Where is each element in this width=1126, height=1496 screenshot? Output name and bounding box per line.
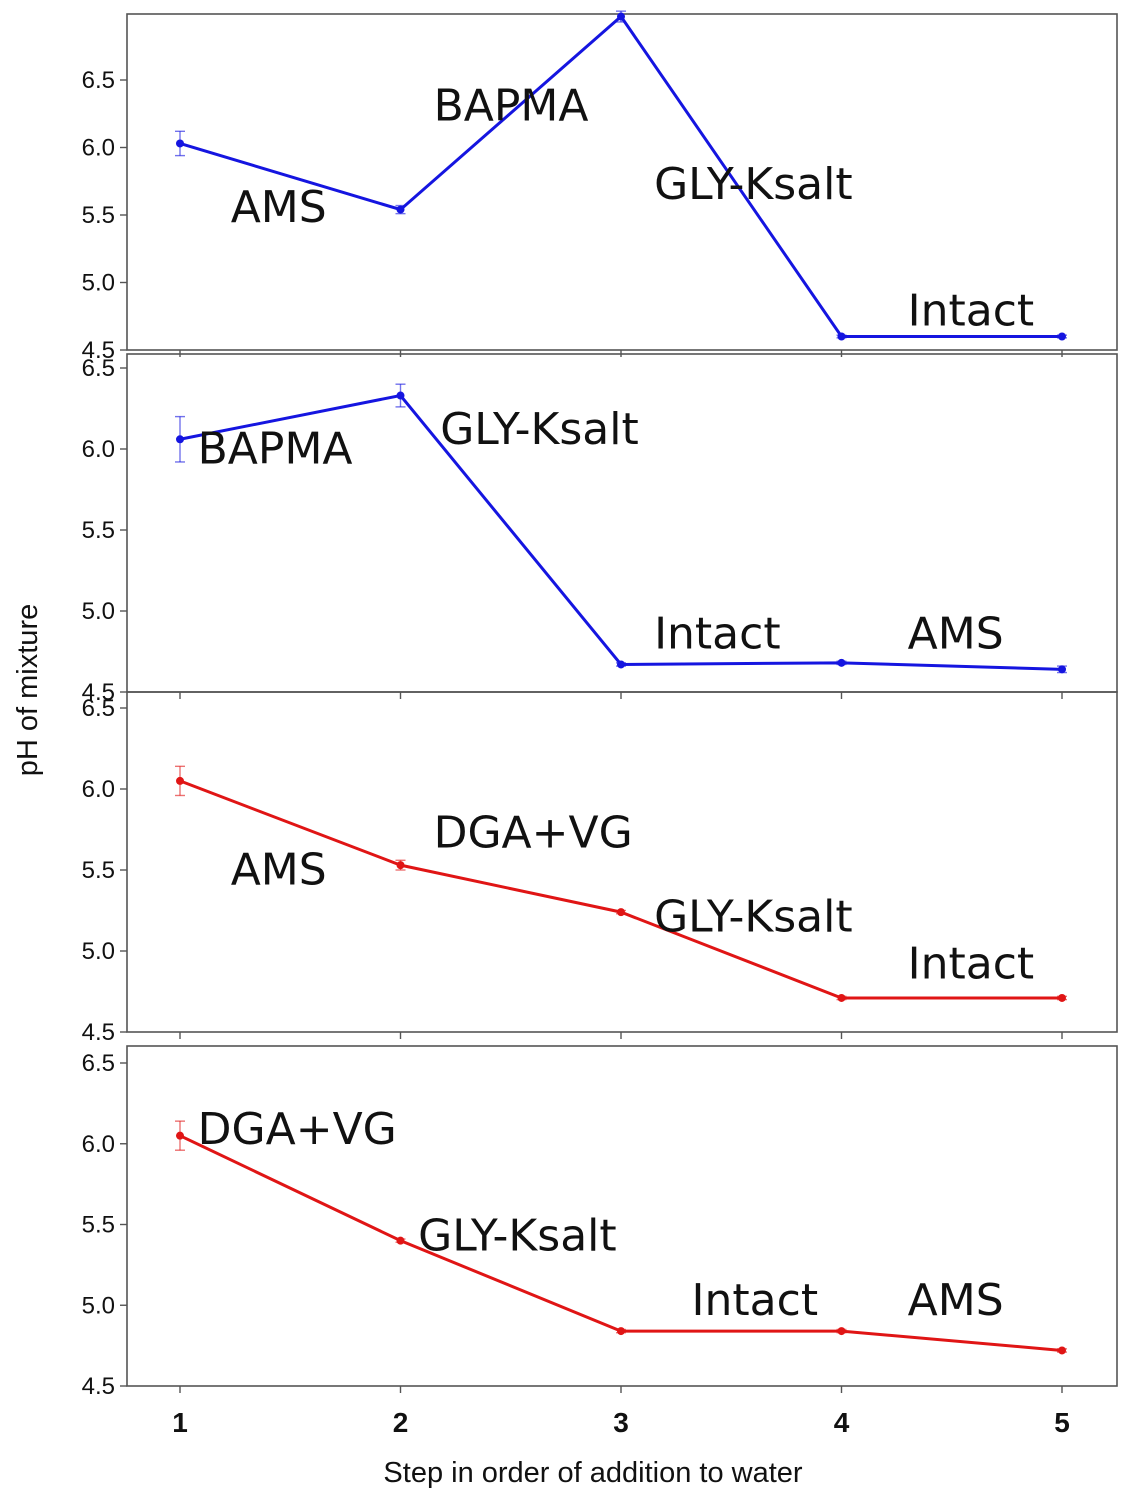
y-tick-label: 5.0 <box>82 598 115 625</box>
y-tick-label: 5.5 <box>82 1212 115 1239</box>
data-point <box>617 660 625 669</box>
data-point <box>176 1131 184 1140</box>
annotation-label: Intact <box>908 939 1035 990</box>
data-point <box>837 1327 846 1336</box>
y-tick-label: 6.5 <box>82 695 115 722</box>
y-tick-label: 5.5 <box>82 857 115 884</box>
annotation-label: GLY-Ksalt <box>654 159 853 210</box>
panel-frame <box>126 1045 1118 1387</box>
y-tick-label: 5.0 <box>82 270 115 297</box>
panel-4: 4.5 5.0 5.5 6.0 6.5 DGA+VG GLY-Ksalt Intact AMS <box>82 1045 1118 1400</box>
annotation-label: Intact <box>654 608 781 659</box>
panel-frame <box>126 691 1118 1033</box>
y-tick-label: 5.5 <box>82 517 115 544</box>
y-tick-label: 5.0 <box>82 938 115 965</box>
data-point <box>176 776 184 785</box>
y-tick-label: 4.5 <box>82 679 115 706</box>
annotation-label: AMS <box>231 182 327 233</box>
annotation-label: Intact <box>692 1275 819 1326</box>
data-point <box>396 391 405 400</box>
y-tick-label: 6.0 <box>82 1131 115 1158</box>
x-tick-label: 5 <box>1054 1407 1070 1438</box>
y-tick-label: 4.5 <box>82 1373 115 1400</box>
annotation-label: AMS <box>231 845 327 896</box>
annotation-label: GLY-Ksalt <box>440 404 639 455</box>
annotation-label: DGA+VG <box>434 807 633 858</box>
data-point <box>396 861 405 870</box>
data-point <box>617 908 625 917</box>
data-point <box>396 205 405 214</box>
data-point <box>837 993 846 1002</box>
data-point <box>837 332 846 341</box>
y-tick-label: 6.0 <box>82 776 115 803</box>
y-tick-label: 4.5 <box>82 1019 115 1046</box>
annotation-label: BAPMA <box>434 81 589 132</box>
y-tick-label: 4.5 <box>82 337 115 364</box>
data-point <box>176 139 184 148</box>
panel-3: 4.5 5.0 5.5 6.0 6.5 AMS DGA+VG GLY-Ksalt Intact <box>82 691 1118 1046</box>
y-tick-label: 6.0 <box>82 135 115 162</box>
data-point <box>837 658 846 667</box>
data-point <box>1058 665 1066 674</box>
panel-2: 4.5 5.0 5.5 6.0 6.5 BAPMA GLY-Ksalt Intact AMS <box>82 353 1118 706</box>
annotation-label: AMS <box>908 608 1004 659</box>
annotation-label: DGA+VG <box>198 1104 397 1155</box>
data-point <box>617 12 625 21</box>
annotation-label: BAPMA <box>198 424 353 475</box>
y-tick-label: 6.5 <box>82 355 115 382</box>
x-tick-label: 4 <box>834 1407 850 1438</box>
y-tick-label: 5.5 <box>82 202 115 229</box>
annotation-label: GLY-Ksalt <box>418 1210 617 1261</box>
annotation-label: AMS <box>908 1275 1004 1326</box>
data-point <box>1058 1346 1066 1355</box>
data-point <box>176 435 184 444</box>
data-point <box>1058 993 1066 1002</box>
y-tick-label: 6.5 <box>82 1050 115 1077</box>
x-tick-label: 2 <box>393 1407 409 1438</box>
data-point <box>396 1236 405 1245</box>
x-axis-title: Step in order of addition to water <box>383 1457 802 1489</box>
annotation-label: Intact <box>908 286 1035 337</box>
y-tick-label: 6.0 <box>82 436 115 463</box>
panel-1: 4.5 5.0 5.5 6.0 6.5 AMS BAPMA GLY-Ksalt Intact <box>82 10 1118 364</box>
y-tick-label: 6.5 <box>82 67 115 94</box>
y-tick-label: 5.0 <box>82 1292 115 1319</box>
data-point <box>617 1327 625 1336</box>
y-axis-title: pH of mixture <box>12 604 44 776</box>
data-point <box>1058 332 1066 341</box>
x-tick-label: 3 <box>613 1407 629 1438</box>
annotation-label: GLY-Ksalt <box>654 892 853 943</box>
x-tick-label: 1 <box>172 1407 188 1438</box>
